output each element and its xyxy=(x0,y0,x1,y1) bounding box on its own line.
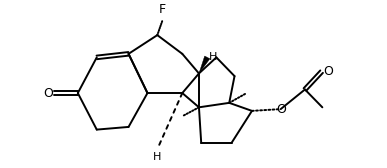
Text: H: H xyxy=(153,152,161,162)
Text: O: O xyxy=(43,87,53,100)
Polygon shape xyxy=(199,56,210,73)
Text: H: H xyxy=(209,52,217,62)
Text: F: F xyxy=(159,3,166,16)
Text: O: O xyxy=(276,103,286,116)
Text: O: O xyxy=(323,65,333,78)
